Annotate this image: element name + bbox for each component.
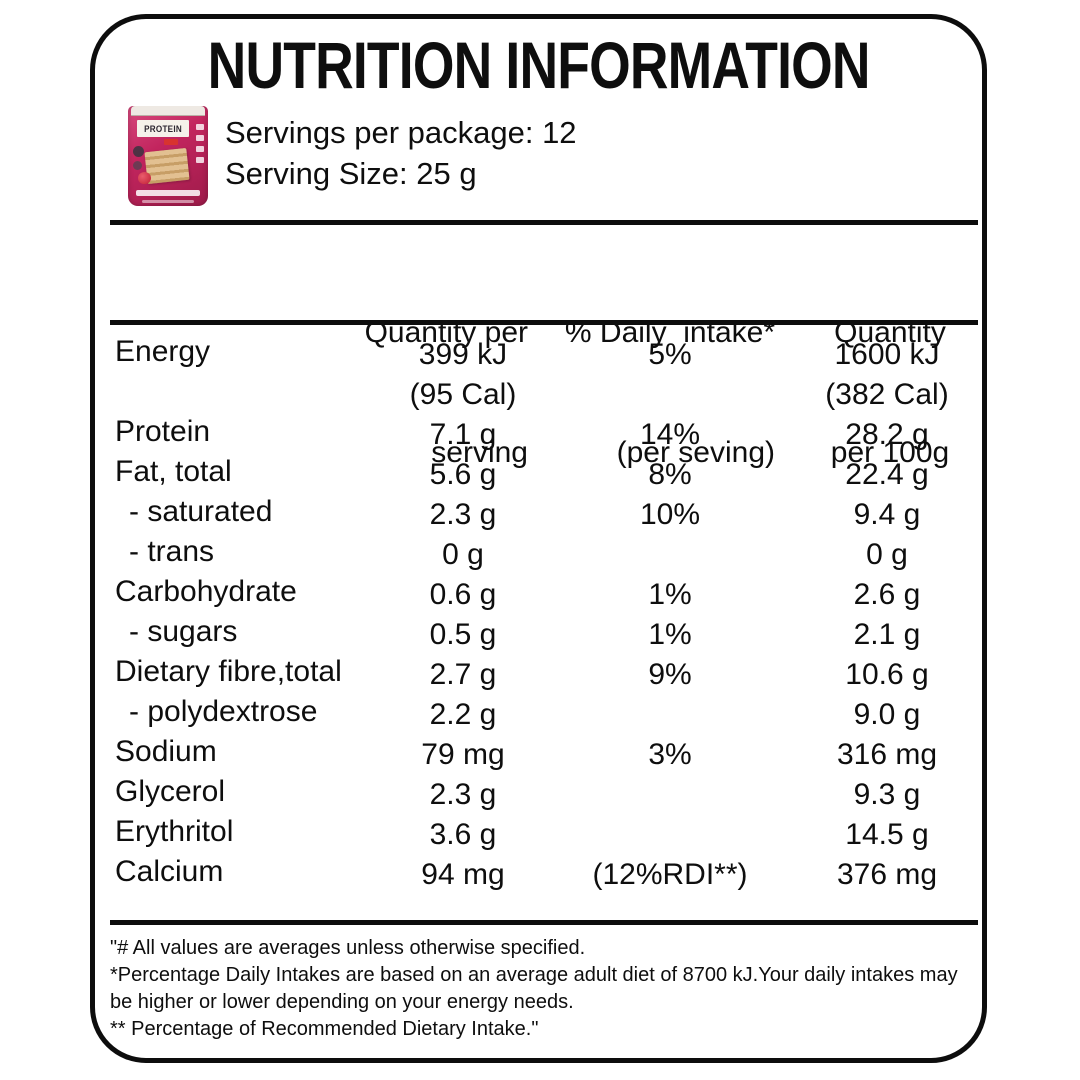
daily-intake: 8% — [648, 458, 692, 491]
pouch-bottom-band — [136, 190, 200, 196]
nutrient-label: Energy — [115, 335, 211, 368]
table-row-protein: Protein 7.1 g 14% 28.2 g — [95, 412, 982, 452]
nutrient-label: - sugars — [129, 615, 238, 648]
footnote-line: *Percentage Daily Intakes are based on a… — [110, 964, 958, 986]
pouch-seal — [131, 106, 205, 116]
qty-per-serving: 0 g — [442, 538, 484, 571]
nutrient-label: Sodium — [115, 735, 217, 768]
pouch-wafer-photo — [144, 147, 190, 185]
daily-intake: 3% — [648, 738, 692, 771]
qty-per-100g: 316 mg — [836, 738, 938, 771]
nutrient-label: Dietary fibre,total — [115, 655, 342, 688]
qty-per-100g: 10.6 g — [845, 658, 929, 691]
table-row-sodium: Sodium 79 mg 3% 316 mg — [95, 732, 982, 772]
nutrient-label: Erythritol — [115, 815, 234, 848]
table-row-dietary-fibre: Dietary fibre,total 2.7 g 9% 10.6 g — [95, 652, 982, 692]
qty-per-100g: 28.2 g — [845, 418, 929, 451]
table-row-polydextrose: - polydextrose 2.2 g 9.0 g — [95, 692, 982, 732]
nutrient-label: Glycerol — [115, 775, 226, 808]
table-row-erythritol: Erythritol 3.6 g 14.5 g — [95, 812, 982, 852]
qty-per-serving: 3.6 g — [429, 818, 497, 851]
divider-top — [110, 220, 978, 225]
table-row-calcium: Calcium 94 mg (12%RDI**) 376 mg — [95, 852, 982, 892]
pouch-badge-icon — [133, 146, 144, 157]
daily-intake: 1% — [648, 578, 692, 611]
serving-info: Servings per package: 12 Serving Size: 2… — [225, 112, 577, 194]
qty-per-serving: 2.2 g — [429, 698, 497, 731]
table-row-glycerol: Glycerol 2.3 g 9.3 g — [95, 772, 982, 812]
pouch-brand-label: PROTEIN — [137, 120, 189, 137]
nutrient-label: - saturated — [129, 495, 273, 528]
table-row-trans: - trans 0 g 0 g — [95, 532, 982, 572]
table-row-saturated: - saturated 2.3 g 10% 9.4 g — [95, 492, 982, 532]
divider-bottom — [110, 920, 978, 925]
qty-per-serving: 399 kJ (95 Cal) — [409, 338, 517, 411]
nutrient-label: Fat, total — [115, 455, 232, 488]
nutrition-information-panel: NUTRITION INFORMATION PROTEIN Servings p… — [90, 14, 987, 1063]
qty-per-100g: 0 g — [866, 538, 908, 571]
footnote-line: be higher or lower depending on your ene… — [110, 991, 574, 1013]
qty-per-serving: 7.1 g — [429, 418, 497, 451]
pouch-foot-band — [142, 200, 194, 203]
daily-intake: 5% — [648, 338, 692, 371]
footnote-line: ** Percentage of Recommended Dietary Int… — [110, 1018, 539, 1040]
qty-per-100g: 2.6 g — [853, 578, 921, 611]
daily-intake: (12%RDI**) — [592, 858, 748, 891]
pouch-badge2-icon — [133, 161, 142, 170]
footnote-line: "# All values are averages unless otherw… — [110, 937, 586, 959]
nutrient-label: Protein — [115, 415, 211, 448]
qty-per-100g: 14.5 g — [845, 818, 929, 851]
qty-per-100g: 9.4 g — [853, 498, 921, 531]
daily-intake: 1% — [648, 618, 692, 651]
qty-per-100g: 9.0 g — [853, 698, 921, 731]
divider-header — [110, 320, 978, 325]
footnotes: "# All values are averages unless otherw… — [110, 935, 965, 1043]
servings-per-package: Servings per package: 12 — [225, 115, 577, 150]
pouch-red-tag — [164, 139, 178, 145]
qty-per-100g: 9.3 g — [853, 778, 921, 811]
pouch-brand-text: PROTEIN — [144, 123, 182, 134]
table-row-energy: Energy 399 kJ (95 Cal) 5% 1600 kJ (382 C… — [95, 332, 982, 412]
daily-intake: 10% — [639, 498, 701, 531]
serving-size: Serving Size: 25 g — [225, 156, 477, 191]
product-image: PROTEIN — [128, 106, 208, 206]
nutrient-label: - polydextrose — [129, 695, 318, 728]
qty-per-serving: 0.5 g — [429, 618, 497, 651]
nutrient-label: - trans — [129, 535, 215, 568]
qty-per-100g: 22.4 g — [845, 458, 929, 491]
table-row-sugars: - sugars 0.5 g 1% 2.1 g — [95, 612, 982, 652]
qty-per-serving: 5.6 g — [429, 458, 497, 491]
pouch-strawberry-icon — [138, 172, 151, 184]
panel-title-text: NUTRITION INFORMATION — [207, 28, 870, 102]
table-row-fat-total: Fat, total 5.6 g 8% 22.4 g — [95, 452, 982, 492]
qty-per-serving: 2.7 g — [429, 658, 497, 691]
nutrient-label: Calcium — [115, 855, 224, 888]
qty-per-100g: 376 mg — [836, 858, 938, 891]
qty-per-serving: 2.3 g — [429, 778, 497, 811]
daily-intake: 14% — [639, 418, 701, 451]
qty-per-100g: 1600 kJ (382 Cal) — [825, 338, 949, 411]
qty-per-serving: 94 mg — [421, 858, 505, 891]
panel-title: NUTRITION INFORMATION — [95, 29, 982, 101]
qty-per-serving: 0.6 g — [429, 578, 497, 611]
table-row-carbohydrate: Carbohydrate 0.6 g 1% 2.6 g — [95, 572, 982, 612]
qty-per-100g: 2.1 g — [853, 618, 921, 651]
qty-per-serving: 79 mg — [421, 738, 505, 771]
pouch-feature-icons — [196, 124, 205, 163]
nutrient-label: Carbohydrate — [115, 575, 297, 608]
nutrient-table: Energy 399 kJ (95 Cal) 5% 1600 kJ (382 C… — [95, 332, 982, 892]
qty-per-serving: 2.3 g — [429, 498, 497, 531]
daily-intake: 9% — [648, 658, 692, 691]
